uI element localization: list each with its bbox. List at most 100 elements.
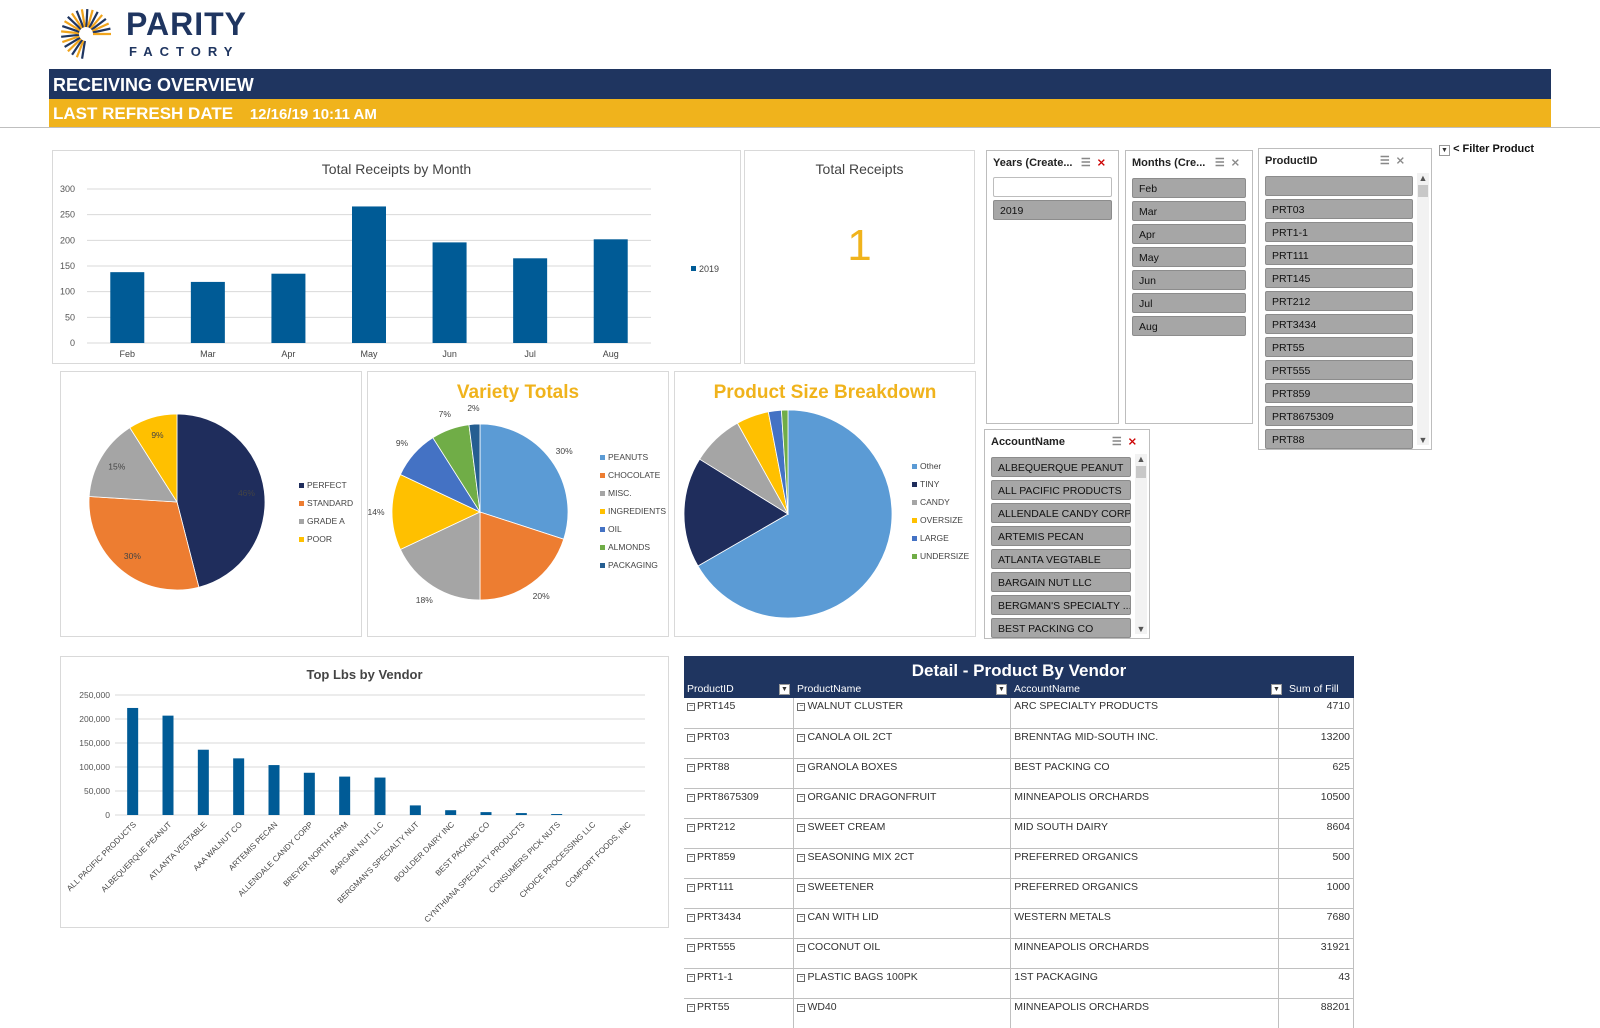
bar[interactable] — [374, 777, 386, 815]
account-item[interactable]: BEST PACKING CO — [991, 618, 1131, 638]
bar[interactable] — [432, 242, 467, 343]
months-item[interactable]: Apr — [1132, 224, 1246, 244]
table-row[interactable]: − PRT145− WALNUT CLUSTER ARC SPECIALTY PROD… — [684, 698, 1354, 729]
cell-accountname[interactable]: MINNEAPOLIS ORCHARDS — [1010, 998, 1280, 1028]
productname-filter-icon[interactable]: ▼ — [996, 684, 1007, 695]
collapse-icon[interactable]: − — [797, 1003, 806, 1012]
collapse-icon[interactable]: − — [687, 883, 695, 892]
months-item[interactable]: Jun — [1132, 270, 1246, 290]
pie-slice[interactable] — [88, 496, 200, 591]
account-item[interactable]: ARTEMIS PECAN — [991, 526, 1131, 546]
collapse-icon[interactable]: − — [797, 913, 806, 922]
months-item[interactable]: Feb — [1132, 178, 1246, 198]
account-item[interactable]: BARGAIN NUT LLC — [991, 572, 1131, 592]
pie-slice[interactable] — [176, 413, 266, 588]
collapse-icon[interactable]: − — [797, 823, 806, 832]
collapse-icon[interactable]: − — [797, 763, 806, 772]
col-accountname[interactable]: AccountName — [1014, 683, 1080, 695]
pie-slice[interactable] — [399, 511, 481, 601]
collapse-icon[interactable]: − — [797, 883, 806, 892]
product-item[interactable]: PRT8675309 — [1265, 406, 1413, 426]
scroll-down-icon[interactable]: ▼ — [1136, 624, 1146, 634]
table-row[interactable]: − PRT111− SWEETENER PREFERRED ORGANICS 1000 — [684, 878, 1354, 909]
top-lbs-vendor-chart[interactable]: Top Lbs by Vendor 250,000 200,000 150,000 1… — [60, 656, 669, 928]
product-item[interactable]: PRT3434 — [1265, 314, 1413, 334]
pie-slice[interactable] — [683, 458, 789, 567]
table-row[interactable]: − PRT88− GRANOLA BOXES BEST PACKING CO 625 — [684, 758, 1354, 789]
filter-product-control[interactable]: ▼ < Filter Product — [1439, 143, 1534, 156]
collapse-icon[interactable]: − — [687, 793, 695, 802]
bar[interactable] — [127, 707, 139, 815]
table-row[interactable]: − PRT03− CANOLA OIL 2CT BRENNTAG MID-SOUTH … — [684, 728, 1354, 759]
clear-filter-icon[interactable]: ⨯ — [1395, 155, 1411, 167]
collapse-icon[interactable]: − — [687, 703, 695, 711]
bar[interactable] — [110, 272, 145, 343]
cell-sumfill[interactable]: 500 — [1278, 848, 1354, 879]
table-row[interactable]: − PRT55− WD40 MINNEAPOLIS ORCHARDS 88201 — [684, 998, 1354, 1028]
table-row[interactable]: − PRT1-1− PLASTIC BAGS 100PK 1ST PACKAGING 4… — [684, 968, 1354, 999]
cell-accountname[interactable]: BEST PACKING CO — [1010, 758, 1280, 789]
cell-productid[interactable]: − PRT555 — [684, 938, 795, 969]
col-productname[interactable]: ProductName — [797, 683, 861, 695]
cell-productid[interactable]: − PRT03 — [684, 728, 795, 759]
collapse-icon[interactable]: − — [687, 823, 695, 832]
product-item[interactable]: PRT88 — [1265, 429, 1413, 449]
table-row[interactable]: − PRT859− SEASONING MIX 2CT PREFERRED ORGAN… — [684, 848, 1354, 879]
multi-select-icon[interactable]: ☰ — [1080, 157, 1097, 169]
clear-filter-icon[interactable]: ⨯ — [1127, 436, 1143, 448]
bar[interactable] — [271, 273, 306, 343]
years-slicer[interactable]: Years (Create... ☰⨯ 2019 — [986, 150, 1119, 424]
account-slicer[interactable]: AccountName ☰⨯ ALBEQUERQUE PEANUT ALL PAC… — [984, 429, 1150, 639]
bar[interactable] — [303, 772, 315, 815]
bar[interactable] — [593, 239, 628, 343]
table-row[interactable]: − PRT555− COCONUT OIL MINNEAPOLIS ORCHARDS 3… — [684, 938, 1354, 969]
pie-slice[interactable] — [391, 473, 481, 551]
pie-slice[interactable] — [479, 423, 569, 540]
cell-accountname[interactable]: 1ST PACKAGING — [1010, 968, 1280, 999]
collapse-icon[interactable]: − — [797, 973, 806, 982]
bar[interactable] — [233, 758, 245, 815]
product-item[interactable]: PRT145 — [1265, 268, 1413, 288]
collapse-icon[interactable]: − — [797, 733, 806, 742]
months-slicer[interactable]: Months (Cre... ☰⨯ Feb Mar Apr May Jun Jul Aug — [1125, 150, 1253, 424]
pie-slice[interactable] — [697, 409, 893, 619]
product-item[interactable]: PRT1-1 — [1265, 222, 1413, 242]
cell-productid[interactable]: − PRT3434 — [684, 908, 795, 939]
cell-productid[interactable]: − PRT1-1 — [684, 968, 795, 999]
cell-accountname[interactable]: ARC SPECIALTY PRODUCTS — [1010, 698, 1280, 729]
bar[interactable] — [445, 810, 457, 815]
cell-accountname[interactable]: MINNEAPOLIS ORCHARDS — [1010, 788, 1280, 819]
product-item[interactable]: PRT55 — [1265, 337, 1413, 357]
table-row[interactable]: − PRT8675309− ORGANIC DRAGONFRUIT MINNEAPOL… — [684, 788, 1354, 819]
cell-sumfill[interactable]: 31921 — [1278, 938, 1354, 969]
cell-sumfill[interactable]: 8604 — [1278, 818, 1354, 849]
pie-slice[interactable] — [780, 409, 789, 515]
cell-sumfill[interactable]: 1000 — [1278, 878, 1354, 909]
cell-sumfill[interactable]: 10500 — [1278, 788, 1354, 819]
product-item[interactable]: PRT555 — [1265, 360, 1413, 380]
cell-accountname[interactable]: PREFERRED ORGANICS — [1010, 878, 1280, 909]
cell-accountname[interactable]: WESTERN METALS — [1010, 908, 1280, 939]
cell-productid[interactable]: − PRT111 — [684, 878, 795, 909]
productid-filter-icon[interactable]: ▼ — [779, 684, 790, 695]
scroll-up-icon[interactable]: ▲ — [1136, 454, 1146, 464]
cell-productid[interactable]: − PRT859 — [684, 848, 795, 879]
cell-accountname[interactable]: BRENNTAG MID-SOUTH INC. — [1010, 728, 1280, 759]
cell-productid[interactable]: − PRT88 — [684, 758, 795, 789]
quality-pie-chart[interactable]: 46% 30% 15% 9% PERFECT STANDARD GRADE A POOR — [60, 371, 362, 637]
account-item[interactable]: ALL PACIFIC PRODUCTS — [991, 480, 1131, 500]
bar[interactable] — [190, 281, 225, 343]
bar[interactable] — [480, 812, 492, 815]
product-blank-item[interactable] — [1265, 176, 1413, 196]
collapse-icon[interactable]: − — [687, 973, 695, 982]
scroll-up-icon[interactable]: ▲ — [1418, 173, 1428, 183]
cell-productname[interactable]: − SWEETENER — [793, 878, 1012, 909]
cell-accountname[interactable]: PREFERRED ORGANICS — [1010, 848, 1280, 879]
col-productid[interactable]: ProductID — [687, 683, 734, 695]
cell-productname[interactable]: − CANOLA OIL 2CT — [793, 728, 1012, 759]
account-item[interactable]: ATLANTA VEGTABLE — [991, 549, 1131, 569]
filter-dropdown-icon[interactable]: ▼ — [1439, 145, 1450, 156]
cell-accountname[interactable]: MID SOUTH DAIRY — [1010, 818, 1280, 849]
collapse-icon[interactable]: − — [797, 853, 806, 862]
scroll-thumb[interactable] — [1418, 185, 1428, 197]
